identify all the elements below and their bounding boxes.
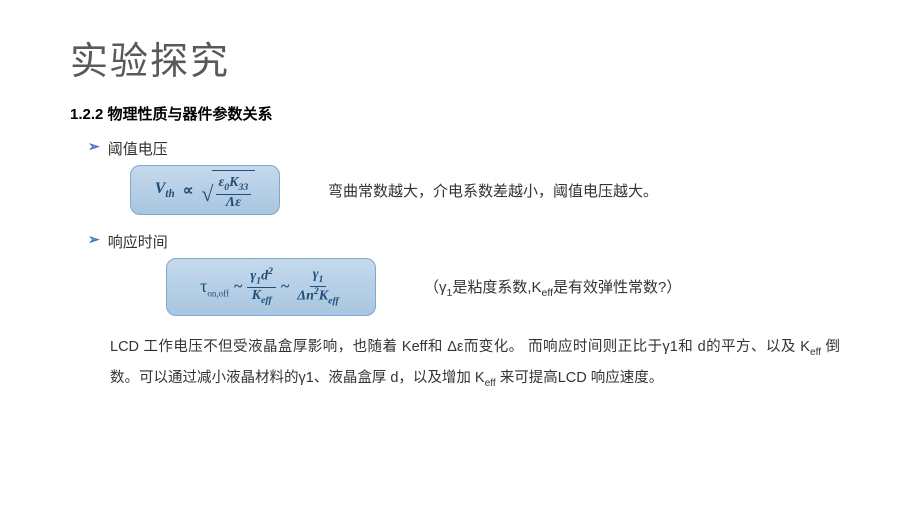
den-delta: Λ [226,195,235,210]
f1-d: d [261,269,268,284]
bullet-response: ➢ 响应时间 [88,231,860,252]
f2-k-sub: eff [328,295,339,306]
k33-sub: 33 [239,182,249,193]
body-paragraph: LCD 工作电压不但受液晶盒厚影响，也随着 Keff和 Δε而变化。 而响应时间… [110,332,840,394]
vth-v: V [155,180,166,197]
bullet-label: 响应时间 [108,231,168,252]
explain-1: 弯曲常数越大，介电系数差越小，阈值电压越大。 [328,180,658,201]
f2-n: n [306,288,314,303]
arrow-icon: ➢ [88,138,100,155]
f1-k: K [252,288,261,303]
formula-box-vth: Vth ∝ √ ε0K33 Λε [130,165,280,215]
prop-sign: ∝ [183,181,194,200]
sqrt-wrap: √ ε0K33 Λε [201,170,255,210]
tau-sub: on,off [207,288,229,298]
section-heading: 1.2.2 物理性质与器件参数关系 [70,103,860,124]
bullet-label: 阈值电压 [108,138,168,159]
tau-symbol: τon,off [200,276,229,299]
formula-row-1: Vth ∝ √ ε0K33 Λε 弯曲常数越大，介电系数差越小，阈值电压越大。 [130,165,860,215]
f2-k: K [319,288,328,303]
formula-box-tau: τon,off ~ γ1d2 Keff ~ γ1 Δn2Keff [166,258,376,316]
vth-sub: th [165,188,174,200]
tilde-1: ~ [234,278,242,296]
page-title: 实验探究 [70,30,860,85]
arrow-icon: ➢ [88,231,100,248]
bullet-threshold: ➢ 阈值电压 [88,138,860,159]
explain-2: （γ1是粘度系数,Keff是有效弹性常数?） [424,276,681,299]
f1-k-sub: eff [261,295,272,306]
tilde-2: ~ [281,278,289,296]
f1-d-sup: 2 [268,266,273,277]
formula-row-2: τon,off ~ γ1d2 Keff ~ γ1 Δn2Keff （γ1是粘度系… [130,258,860,316]
den-eps: ε [235,195,241,210]
f2-gamma-sub: 1 [319,274,324,285]
f2-delta: Δ [297,288,306,303]
k33-k: K [229,175,238,190]
